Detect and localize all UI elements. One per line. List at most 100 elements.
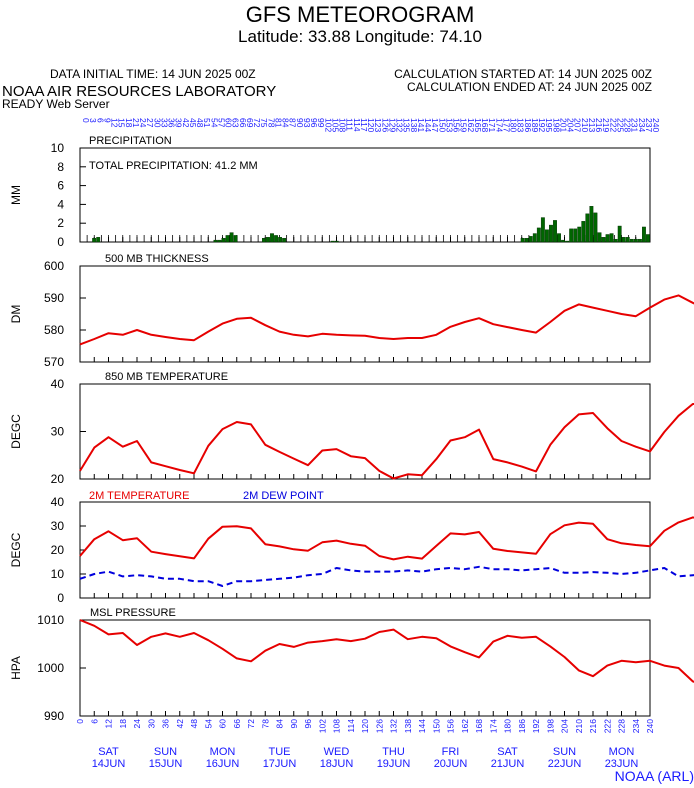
bottom-hour-label: 18: [118, 719, 128, 729]
noaa-credit: NOAA (ARL): [615, 768, 694, 784]
y-tick-label: 0: [57, 235, 64, 249]
date-label: 23JUN: [605, 758, 639, 770]
top-hour-label: 33: [159, 118, 169, 128]
top-hour-label: 72: [252, 118, 262, 128]
precip-bar: [229, 232, 234, 243]
top-hour-label: 18: [124, 118, 134, 128]
top-hour-label: 99: [316, 118, 326, 128]
top-hour-label: 240: [651, 118, 661, 132]
bottom-hour-label: 54: [203, 719, 213, 729]
bottom-hour-label: 204: [560, 719, 570, 733]
top-hour-label: 216: [594, 118, 604, 132]
bottom-time-axis: 0 6 12 18 24 30 36 42 48 54 60 66 72 78 84 90 96 102 108 11…: [75, 719, 655, 770]
top-hour-label: 189: [530, 118, 540, 132]
day-of-week-label: TUE: [269, 746, 291, 758]
precip-bar: [581, 221, 586, 243]
top-hour-label: 60: [224, 118, 234, 128]
top-hour-label: 141: [416, 118, 426, 132]
precip-bar: [270, 233, 274, 243]
precip-bar: [528, 236, 533, 243]
server-name: READY Web Server: [2, 97, 110, 111]
top-hour-label: 27: [145, 118, 155, 128]
y-tick-label: 570: [44, 355, 64, 369]
precip-bar: [637, 238, 642, 243]
precip-bar: [593, 212, 598, 243]
top-hour-label: 117: [359, 118, 369, 132]
top-hour-label: 225: [615, 118, 625, 132]
top-hour-label: 156: [452, 118, 462, 132]
lab-name: NOAA AIR RESOURCES LABORATORY: [2, 83, 276, 100]
bottom-hour-label: 144: [417, 719, 427, 733]
top-hour-label: 195: [544, 118, 554, 132]
precip-bar: [213, 239, 218, 243]
top-hour-label: 21: [131, 118, 141, 128]
y-tick-label: 10: [51, 567, 65, 581]
series-line-t2m-2: [79, 565, 694, 587]
bottom-hour-label: 0: [75, 719, 85, 724]
top-hour-label: 87: [288, 118, 298, 128]
top-hour-label: 147: [430, 118, 440, 132]
location-label: Latitude: 33.88 Longitude: 74.10: [238, 27, 482, 46]
top-hour-label: 129: [387, 118, 397, 132]
bottom-hour-label: 24: [132, 719, 142, 729]
y-axis-label: HPA: [9, 656, 23, 680]
top-hour-label: 45: [188, 118, 198, 128]
top-hour-label: 42: [181, 118, 191, 128]
y-tick-label: 590: [44, 291, 64, 305]
bottom-hour-label: 228: [617, 719, 627, 733]
y-tick-label: 10: [51, 141, 65, 155]
bottom-hour-label: 90: [289, 719, 299, 729]
series-line-t850-1: [79, 403, 694, 480]
bottom-hour-label: 66: [232, 719, 242, 729]
bottom-hour-label: 36: [161, 719, 171, 729]
top-hour-label: 3: [88, 118, 98, 123]
precip-bar: [573, 228, 578, 243]
bottom-hour-label: 216: [588, 719, 598, 733]
precip-bar: [609, 233, 614, 243]
top-hour-label: 105: [330, 118, 340, 132]
bottom-hour-label: 180: [503, 719, 513, 733]
top-hour-label: 54: [209, 118, 219, 128]
top-hour-label: 174: [494, 118, 504, 132]
top-hour-label: 219: [601, 118, 611, 132]
bottom-hour-label: 6: [89, 719, 99, 724]
precip-bar: [569, 228, 574, 243]
top-hour-label: 171: [487, 118, 497, 132]
precip-bar: [633, 238, 638, 243]
top-hour-label: 138: [409, 118, 419, 132]
precip-bar: [278, 237, 283, 243]
calculation-started: CALCULATION STARTED AT: 14 JUN 2025 00Z: [394, 67, 652, 81]
day-of-week-label: SUN: [154, 746, 177, 758]
date-label: 22JUN: [548, 758, 582, 770]
bottom-hour-label: 108: [332, 719, 342, 733]
top-hour-label: 0: [81, 118, 91, 123]
precip-bar: [561, 239, 566, 243]
top-hour-label: 192: [537, 118, 547, 132]
y-tick-label: 30: [51, 425, 65, 439]
y-tick-label: 1000: [37, 661, 64, 675]
date-label: 17JUN: [263, 758, 297, 770]
precip-bar: [544, 229, 549, 243]
precip-bar: [617, 225, 622, 243]
top-hour-axis: 0369121518212427303336394245485154576063…: [81, 118, 661, 132]
top-hour-label: 228: [623, 118, 633, 132]
precip-bar: [549, 224, 553, 243]
y-tick-label: 990: [44, 709, 64, 723]
precip-bar: [225, 235, 230, 243]
top-hour-label: 69: [245, 118, 255, 128]
precip-bar: [520, 238, 525, 243]
bottom-hour-label: 162: [460, 719, 470, 733]
top-hour-label: 165: [473, 118, 483, 132]
top-hour-label: 159: [459, 118, 469, 132]
y-tick-label: 1010: [37, 613, 64, 627]
top-hour-label: 24: [138, 118, 148, 128]
bottom-hour-label: 78: [260, 719, 270, 729]
bottom-hour-label: 186: [517, 719, 527, 733]
y-axis-label: DEGC: [9, 532, 23, 567]
top-hour-label: 180: [509, 118, 519, 132]
precip-bar: [557, 233, 561, 243]
bottom-hour-label: 132: [389, 719, 399, 733]
top-hour-label: 12: [110, 118, 120, 128]
bottom-hour-label: 12: [104, 719, 114, 729]
